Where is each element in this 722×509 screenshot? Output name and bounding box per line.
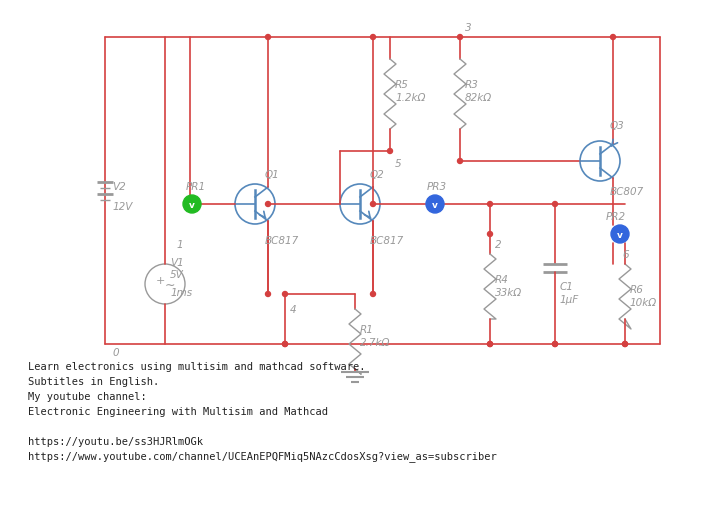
Circle shape [487, 342, 492, 347]
Circle shape [266, 292, 271, 297]
Text: R4: R4 [495, 274, 509, 285]
Circle shape [266, 202, 271, 207]
Circle shape [487, 342, 492, 347]
Text: R3: R3 [465, 80, 479, 90]
Text: 1.2kΩ: 1.2kΩ [395, 93, 425, 103]
Circle shape [622, 342, 627, 347]
Circle shape [282, 342, 287, 347]
Circle shape [611, 36, 615, 40]
Text: V1: V1 [170, 258, 184, 267]
Text: https://www.youtube.com/channel/UCEAnEPQFMiq5NAzcCdosXsg?view_as=subscriber: https://www.youtube.com/channel/UCEAnEPQ… [28, 450, 497, 462]
Text: Learn electronics using multisim and mathcad software.: Learn electronics using multisim and mat… [28, 361, 365, 371]
Text: 82kΩ: 82kΩ [465, 93, 492, 103]
Text: 2.7kΩ: 2.7kΩ [360, 337, 391, 347]
Circle shape [282, 342, 287, 347]
Text: C1: C1 [560, 281, 574, 292]
Circle shape [458, 36, 463, 40]
Text: ∼: ∼ [165, 278, 175, 291]
Text: 1: 1 [176, 240, 183, 249]
Circle shape [370, 292, 375, 297]
Circle shape [426, 195, 444, 214]
Text: Electronic Engineering with Multisim and Mathcad: Electronic Engineering with Multisim and… [28, 406, 328, 416]
Circle shape [552, 202, 557, 207]
Text: 1ms: 1ms [170, 288, 192, 297]
Text: R6: R6 [630, 285, 644, 294]
Text: 5V: 5V [170, 269, 184, 279]
Circle shape [552, 342, 557, 347]
Text: Q1: Q1 [265, 169, 279, 180]
Text: Q2: Q2 [370, 169, 385, 180]
Text: BC807: BC807 [610, 187, 644, 196]
Text: +: + [155, 275, 165, 286]
Circle shape [388, 149, 393, 154]
Text: PR1: PR1 [186, 182, 206, 191]
Text: 10kΩ: 10kΩ [630, 297, 657, 307]
Circle shape [183, 195, 201, 214]
Text: 33kΩ: 33kΩ [495, 288, 522, 297]
Circle shape [370, 202, 375, 207]
Text: R1: R1 [360, 324, 374, 334]
Text: 2: 2 [495, 240, 502, 249]
Circle shape [487, 202, 492, 207]
Circle shape [552, 342, 557, 347]
Text: PR3: PR3 [427, 182, 447, 191]
Text: 4: 4 [290, 304, 297, 315]
Text: v: v [432, 200, 438, 209]
Circle shape [282, 292, 287, 297]
Text: 3: 3 [465, 23, 471, 33]
Text: R5: R5 [395, 80, 409, 90]
Circle shape [266, 36, 271, 40]
Text: v: v [189, 200, 195, 209]
Text: v: v [617, 230, 623, 239]
Circle shape [370, 36, 375, 40]
Text: BC817: BC817 [370, 236, 404, 245]
Text: https://youtu.be/ss3HJRlmOGk: https://youtu.be/ss3HJRlmOGk [28, 436, 203, 446]
Circle shape [611, 225, 629, 243]
Text: 1μF: 1μF [560, 294, 579, 304]
Text: Subtitles in English.: Subtitles in English. [28, 376, 160, 386]
Text: 0: 0 [112, 347, 118, 357]
Text: BC817: BC817 [265, 236, 299, 245]
Text: PR2: PR2 [606, 212, 626, 221]
Text: Q3: Q3 [610, 121, 625, 131]
Text: 12V: 12V [112, 202, 132, 212]
Circle shape [487, 232, 492, 237]
Text: 6: 6 [622, 249, 629, 260]
Text: 5: 5 [395, 159, 401, 168]
Text: My youtube channel:: My youtube channel: [28, 391, 147, 401]
Circle shape [458, 159, 463, 164]
Circle shape [622, 342, 627, 347]
Text: V2: V2 [112, 182, 126, 191]
